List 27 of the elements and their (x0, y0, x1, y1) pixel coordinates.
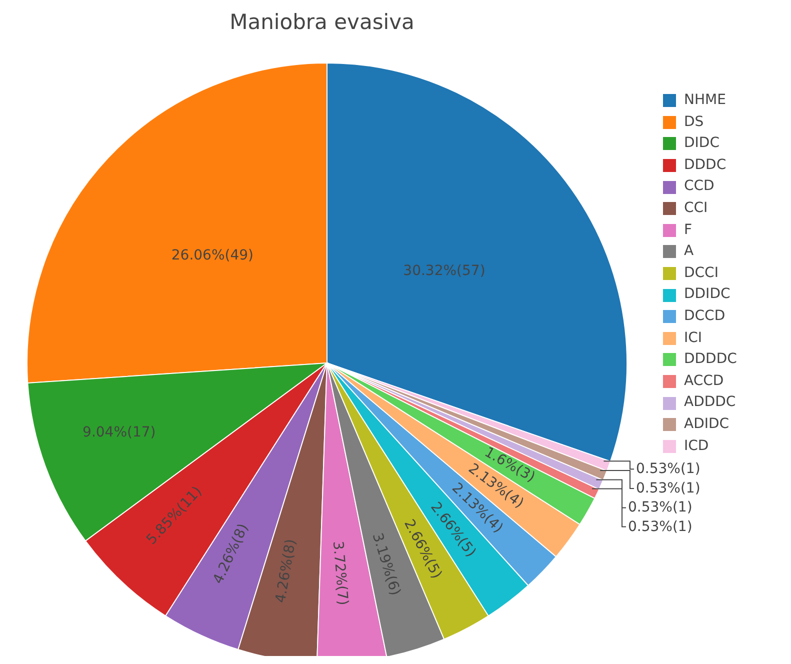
legend-label: CCI (684, 198, 708, 218)
data-label: 3.72%(7) (329, 540, 351, 606)
legend-label: ACCD (684, 372, 724, 391)
chart-title: Maniobra evasiva (228, 10, 416, 34)
legend-label: ICI (684, 328, 702, 348)
data-label: 26.06%(49) (171, 248, 254, 264)
data-label: 0.53%(1) (636, 480, 700, 496)
legend-label: ADIDC (684, 414, 730, 434)
data-label: 9.04%(17) (82, 424, 156, 440)
data-label: 0.53%(1) (636, 461, 700, 478)
data-label: 4.26%(8) (272, 538, 300, 604)
legend-label: NHME (684, 91, 726, 110)
legend-label: DDIDC (684, 285, 730, 304)
legend-label: DCCD (684, 306, 726, 326)
legend-label: ADDDC (684, 393, 736, 412)
legend-label: DDDC (684, 156, 726, 175)
legend-label: CCD (684, 177, 714, 196)
legend-label: DDDDC (684, 350, 737, 370)
legend-label: DCCI (684, 264, 718, 283)
legend-label: A (684, 242, 694, 262)
legend-label: ICD (684, 436, 709, 456)
data-label: 30.32%(57) (403, 263, 486, 280)
data-label: 0.53%(1) (628, 500, 692, 516)
legend-label: DIDC (684, 134, 720, 154)
legend-label: DS (684, 112, 704, 132)
data-label: 0.53%(1) (628, 518, 692, 535)
legend-label: F (684, 220, 692, 240)
